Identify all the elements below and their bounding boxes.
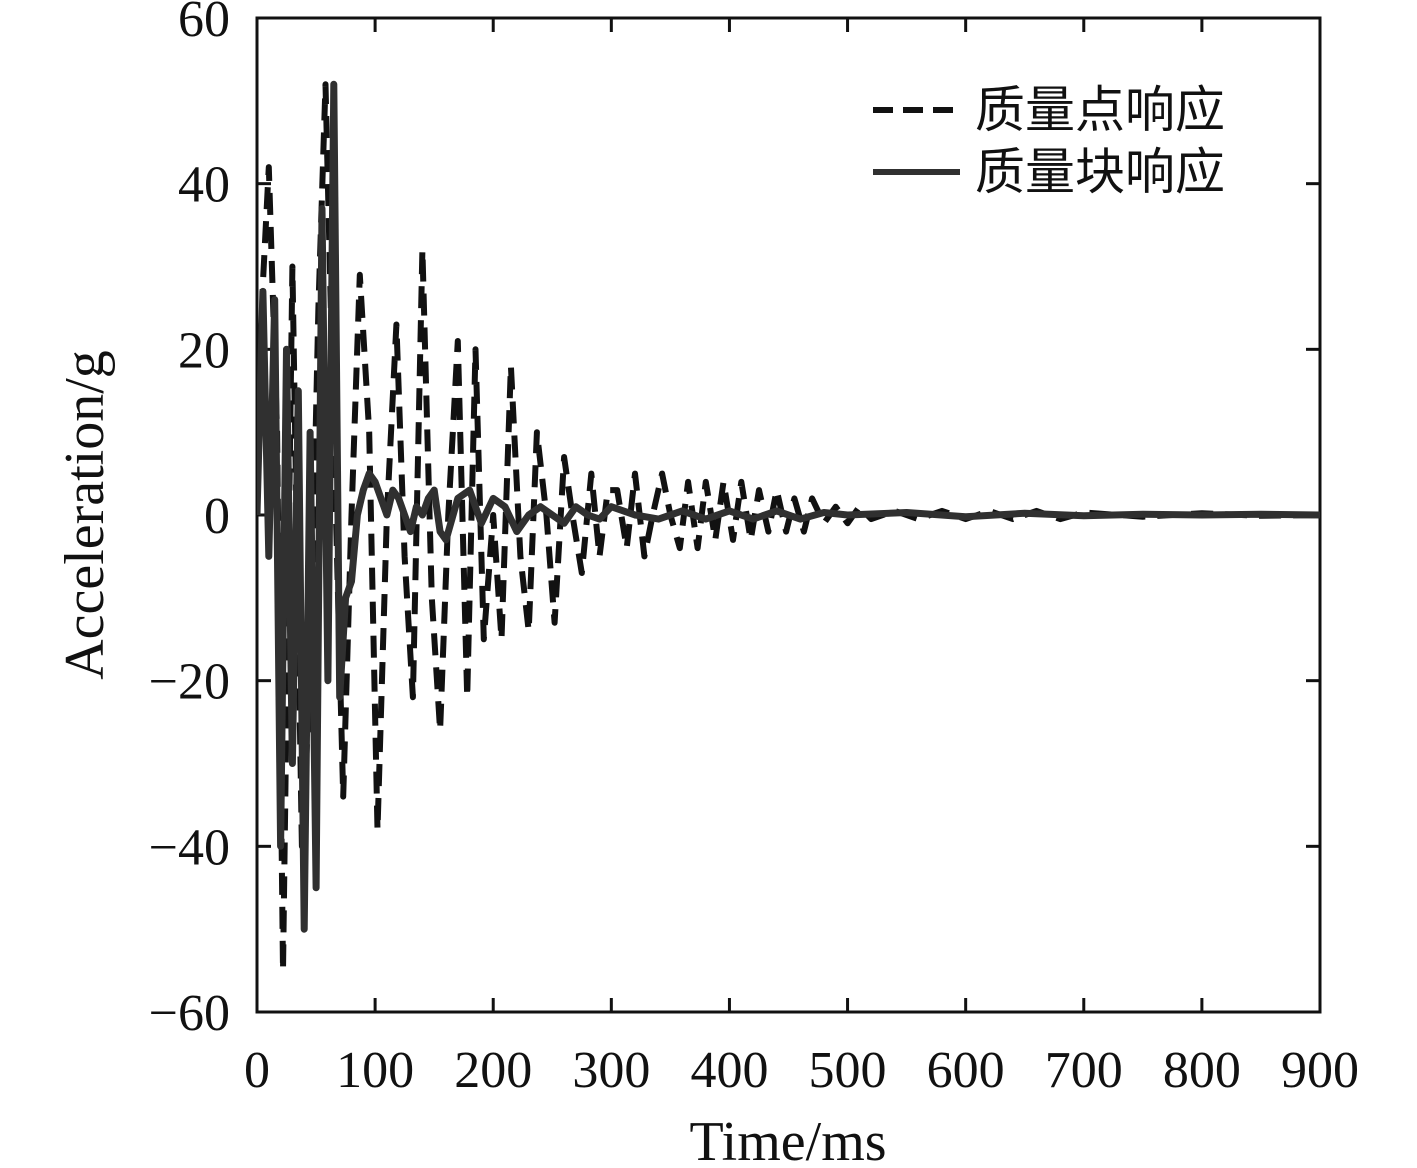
x-tick-label: 400 xyxy=(690,1042,768,1099)
y-tick-label: 20 xyxy=(178,322,230,379)
x-tick-label: 300 xyxy=(572,1042,650,1099)
series-layer xyxy=(257,80,1320,974)
y-tick-label: 40 xyxy=(178,157,230,214)
x-tick-label: 100 xyxy=(336,1042,414,1099)
legend-label-1: 质量点响应 xyxy=(975,81,1225,139)
tick-labels: 0 100 200 300 400 500 600 700 800 900 −60 −40 −20 0 20… xyxy=(149,0,1359,1099)
y-tick-label: −20 xyxy=(149,654,230,711)
y-tick-label: 0 xyxy=(204,488,230,545)
series-line-1 xyxy=(257,81,1320,974)
y-axis-title: Acceleration/g xyxy=(54,350,116,680)
x-tick-label: 500 xyxy=(809,1042,887,1099)
x-tick-label: 900 xyxy=(1281,1042,1359,1099)
x-tick-label: 600 xyxy=(927,1042,1005,1099)
x-tick-label: 800 xyxy=(1163,1042,1241,1099)
x-tick-label: 0 xyxy=(244,1042,270,1099)
x-tick-label: 200 xyxy=(454,1042,532,1099)
x-axis-title: Time/ms xyxy=(689,1111,886,1168)
x-tick-label: 700 xyxy=(1045,1042,1123,1099)
series-line-2 xyxy=(257,80,1320,933)
y-tick-label: 60 xyxy=(178,0,230,48)
y-tick-label: −40 xyxy=(149,819,230,876)
y-tick-label: −60 xyxy=(149,985,230,1042)
legend-label-2: 质量块响应 xyxy=(975,143,1225,201)
